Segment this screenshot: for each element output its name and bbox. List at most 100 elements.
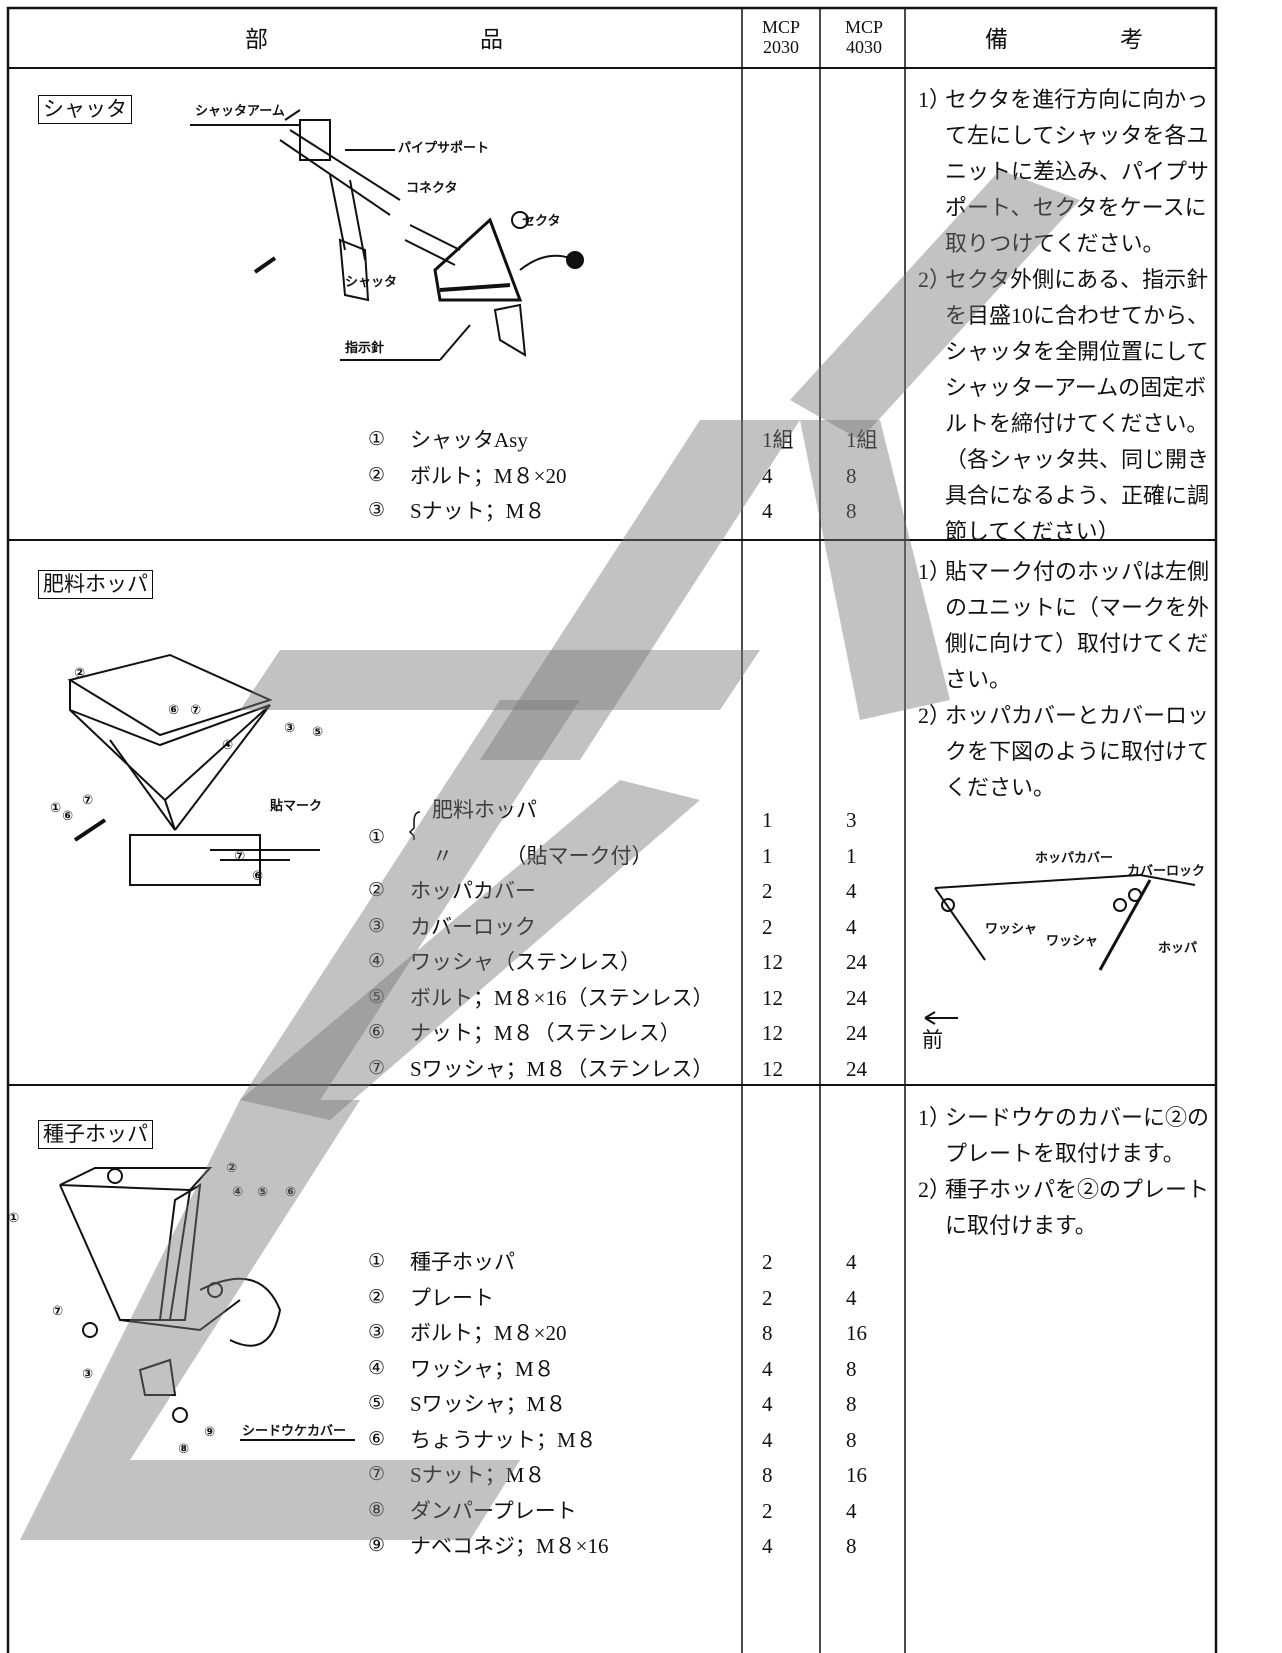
item-name: ナット；M８（ステンレス） xyxy=(410,1021,681,1045)
figure-label: ⑧ xyxy=(178,1442,190,1457)
quantity-4030: 3 xyxy=(846,808,857,832)
quantity-2030: 4 xyxy=(762,1534,773,1558)
fertilizer-hopper-figure xyxy=(67,653,320,886)
note-number: 1） xyxy=(918,559,952,584)
figure-label: ⑤ xyxy=(257,1185,269,1200)
item-name: ボルト；M８×16（ステンレス） xyxy=(410,985,714,1010)
quantity-2030: 1 xyxy=(762,843,773,868)
item-name: ボルト；M８×20 xyxy=(410,463,567,488)
item-number: ⑦ xyxy=(368,1057,386,1079)
item-name: Sナット；M８ xyxy=(410,1463,546,1487)
note: 1）セクタを進行方向に向かって左にしてシャッタを各ユニットに差込み、パイプサポー… xyxy=(918,82,1217,262)
quantity-2030: 1 xyxy=(762,808,773,832)
figure-label: ⑦ xyxy=(234,849,246,864)
quantity-2030: 4 xyxy=(762,499,773,523)
item-name: ホッパカバー xyxy=(410,879,536,903)
quantity-2030: 4 xyxy=(762,1392,773,1416)
item-name: Sワッシャ；M８ xyxy=(410,1392,567,1416)
header-text: 4030 xyxy=(846,37,882,57)
quantity-4030: 4 xyxy=(846,1498,857,1523)
quantity-2030: 4 xyxy=(762,1427,773,1452)
shutter-figure xyxy=(190,109,584,361)
item-name: Sワッシャ；M８（ステンレス） xyxy=(410,1056,714,1081)
quantity-4030: 8 xyxy=(846,1392,857,1416)
figure-label: ② xyxy=(226,1161,238,1176)
quantity-2030: 12 xyxy=(762,1056,783,1081)
note-number: 1） xyxy=(918,87,952,112)
figure-label: ① xyxy=(8,1211,20,1226)
item-number: ④ xyxy=(368,1357,386,1379)
figure-label: シャッタ xyxy=(345,275,398,290)
item-name: シャッタAsy xyxy=(410,428,528,452)
quantity-2030: 4 xyxy=(762,1356,773,1381)
item-number: ⑧ xyxy=(368,1499,386,1521)
item-number: ① xyxy=(368,1251,386,1272)
figure-label: ⑥ xyxy=(62,809,74,824)
note-text: 貼マーク付のホッパは左側のユニットに（マークを外側に向けて）取付けてください。 xyxy=(945,559,1210,692)
note-number: 2） xyxy=(918,1177,952,1202)
seed-hopper-figure xyxy=(59,1167,355,1441)
figure-label: ⑦ xyxy=(82,793,94,808)
figure-label: ホッパ xyxy=(1158,941,1198,956)
item-number: ⑥ xyxy=(368,1428,386,1450)
figure-label: ⑥ xyxy=(252,869,264,884)
header-text: MCP xyxy=(844,17,884,37)
quantity-4030: 16 xyxy=(846,1321,867,1345)
quantity-4030: 4 xyxy=(846,1250,857,1274)
quantity-4030: 24 xyxy=(846,950,867,974)
item-name: カバーロック xyxy=(410,914,536,939)
quantity-4030: 8 xyxy=(846,463,857,488)
figure-label: ③ xyxy=(82,1367,94,1382)
note-number: 1） xyxy=(918,1105,952,1130)
quantity-2030: 2 xyxy=(762,1250,773,1274)
quantity-2030: 2 xyxy=(762,914,773,939)
quantity-2030: 1組 xyxy=(762,428,794,452)
figure-label: ① xyxy=(50,801,62,816)
note-text: 種子ホッパを②のプレートに取付けます。 xyxy=(945,1177,1210,1238)
quantity-2030: 8 xyxy=(762,1463,773,1487)
figure-label: 前 xyxy=(922,1028,943,1052)
figure-label: ④ xyxy=(232,1185,244,1200)
figure-label: 貼マーク xyxy=(270,799,323,814)
figure-label: シャッタアーム xyxy=(195,104,285,119)
figure-label: セクタ xyxy=(522,214,561,229)
figure-label: コネクタ xyxy=(406,181,458,196)
figure-label: ホッパカバー xyxy=(1035,851,1114,866)
quantity-2030: 2 xyxy=(762,1285,773,1310)
figure-label: ⑥ xyxy=(168,703,180,718)
note: 1）貼マーク付のホッパは左側のユニットに（マークを外側に向けて）取付けてください… xyxy=(918,554,1217,698)
section-title: 種子ホッパ xyxy=(38,1120,153,1149)
item-number: ③ xyxy=(368,915,386,937)
note-text: ホッパカバーとカバーロックを下図のように取付けてください。 xyxy=(945,703,1210,800)
item-number: ⑦ xyxy=(368,1464,386,1485)
header-text: 備 xyxy=(985,27,1008,52)
item-number: ⑥ xyxy=(368,1022,386,1043)
item-number: ⑨ xyxy=(368,1535,386,1556)
quantity-4030: 8 xyxy=(846,1427,857,1452)
quantity-2030: 4 xyxy=(762,463,773,488)
quantity-2030: 12 xyxy=(762,1021,783,1045)
quantity-4030: 4 xyxy=(846,1285,857,1310)
figure-label: パイプサポート xyxy=(398,141,490,156)
item-number: ③ xyxy=(368,1322,386,1343)
quantity-4030: 4 xyxy=(846,879,857,903)
note-text: セクタを進行方向に向かって左にしてシャッタを各ユニットに差込み、パイプサポート、… xyxy=(945,87,1210,256)
figure-label: ⑨ xyxy=(204,1425,216,1440)
quantity-4030: 24 xyxy=(846,1056,867,1081)
item-name: プレート xyxy=(410,1285,494,1310)
quantity-4030: 1 xyxy=(846,843,857,868)
note-number: 2） xyxy=(918,267,952,292)
item-number: ① xyxy=(368,429,386,450)
header-text: 部 xyxy=(245,27,268,52)
item-number: ⑤ xyxy=(368,1393,386,1414)
section-title: シャッタ xyxy=(38,95,132,124)
figure-label: ⑦ xyxy=(190,703,202,718)
figure-label: シードウケカバー xyxy=(242,1424,347,1439)
item-name: 肥料ホッパ xyxy=(432,798,537,822)
quantity-4030: 24 xyxy=(846,1021,867,1045)
item-name: 〃 （貼マーク付） xyxy=(432,843,653,868)
item-name: ワッシャ（ステンレス） xyxy=(410,950,641,974)
item-name: ダンパープレート xyxy=(410,1498,577,1523)
